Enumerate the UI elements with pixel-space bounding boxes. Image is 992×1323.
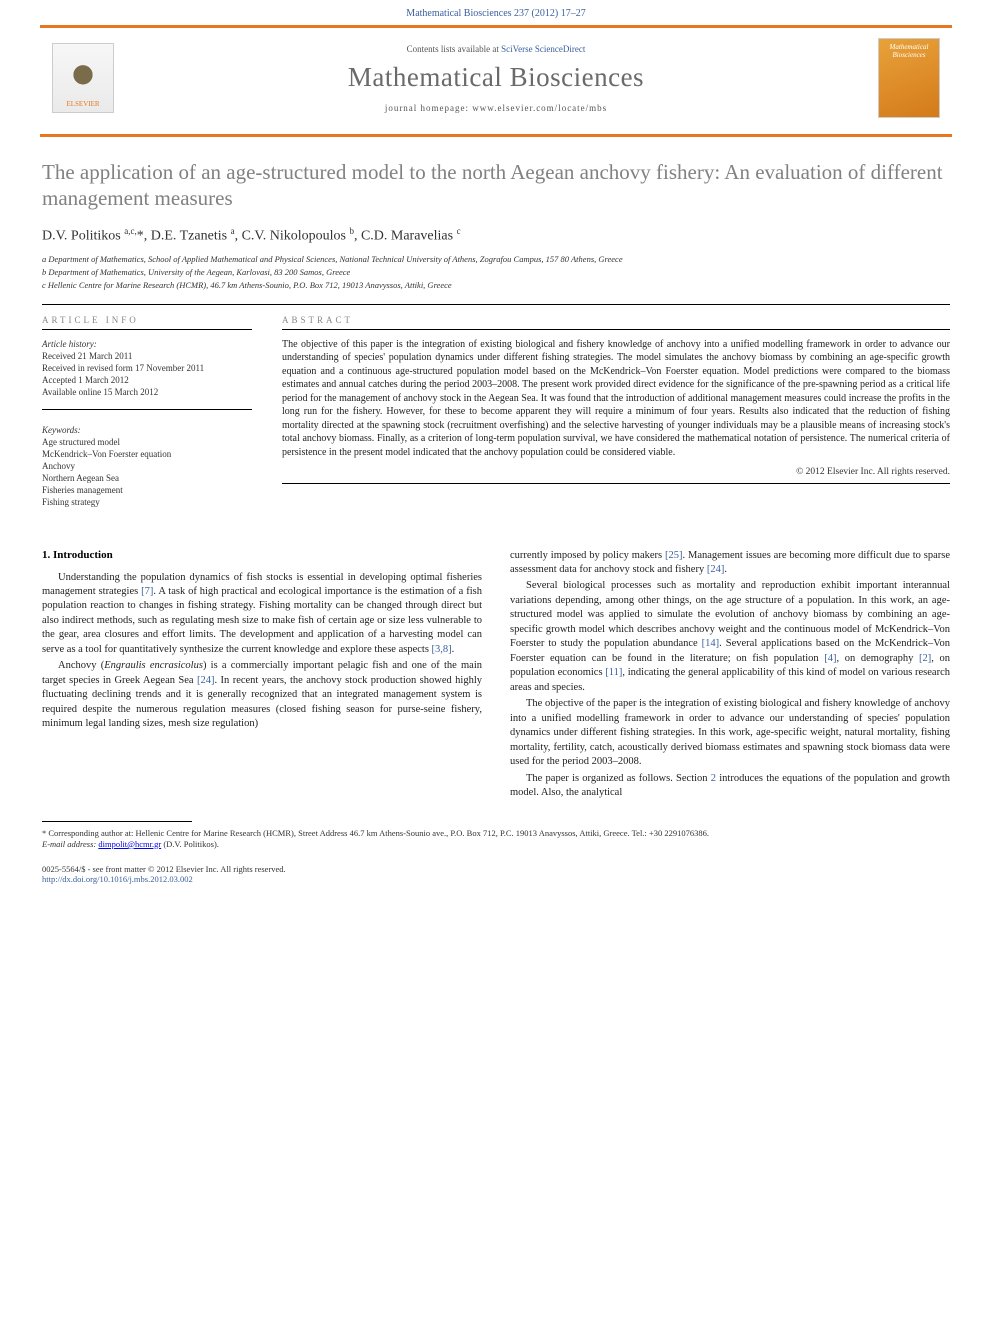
- publisher-logo-label: ELSEVIER: [66, 100, 99, 108]
- corresponding-author-note: * Corresponding author at: Hellenic Cent…: [42, 828, 950, 839]
- meta-abstract-row: ARTICLE INFO Article history: Received 2…: [42, 309, 950, 509]
- footnotes: * Corresponding author at: Hellenic Cent…: [0, 821, 992, 856]
- issn-line: 0025-5564/$ - see front matter © 2012 El…: [42, 864, 950, 874]
- history-received: Received 21 March 2011: [42, 350, 252, 362]
- publisher-logo: ELSEVIER: [52, 43, 114, 113]
- affiliations: a Department of Mathematics, School of A…: [42, 254, 950, 292]
- citation-link[interactable]: [14]: [702, 638, 720, 649]
- divider: [42, 304, 950, 305]
- section-heading: 1. Introduction: [42, 549, 482, 561]
- citation-link[interactable]: [7]: [141, 586, 153, 597]
- body-paragraph: The objective of the paper is the integr…: [510, 697, 950, 769]
- abstract-label: ABSTRACT: [282, 309, 950, 330]
- sciencedirect-link[interactable]: SciVerse ScienceDirect: [501, 44, 585, 54]
- divider: [42, 409, 252, 410]
- abstract-column: ABSTRACT The objective of this paper is …: [282, 309, 950, 509]
- body-paragraph: Anchovy (Engraulis encrasicolus) is a co…: [42, 659, 482, 731]
- keywords-block: Keywords: Age structured modelMcKendrick…: [42, 424, 252, 509]
- doi-link[interactable]: http://dx.doi.org/10.1016/j.mbs.2012.03.…: [42, 874, 193, 884]
- contents-prefix: Contents lists available at: [407, 44, 501, 54]
- page-footer: 0025-5564/$ - see front matter © 2012 El…: [0, 856, 992, 898]
- journal-cover-thumbnail: Mathematical Biosciences: [878, 38, 940, 118]
- body-paragraph: Several biological processes such as mor…: [510, 579, 950, 695]
- keyword-item: Fishing strategy: [42, 496, 252, 508]
- history-revised: Received in revised form 17 November 201…: [42, 362, 252, 374]
- body-column-left: 1. Introduction Understanding the popula…: [42, 549, 482, 803]
- email-label: E-mail address:: [42, 839, 98, 849]
- citation-link[interactable]: [4]: [824, 653, 836, 664]
- body-columns: 1. Introduction Understanding the popula…: [0, 549, 992, 803]
- affiliation-a: a Department of Mathematics, School of A…: [42, 254, 950, 266]
- journal-banner: ELSEVIER Contents lists available at Sci…: [40, 25, 952, 137]
- history-label: Article history:: [42, 338, 252, 350]
- section-link[interactable]: 2: [711, 773, 716, 784]
- citation-link[interactable]: [25]: [665, 550, 683, 561]
- journal-name: Mathematical Biosciences: [114, 62, 878, 93]
- article-title: The application of an age-structured mod…: [42, 159, 950, 212]
- cover-label: Mathematical Biosciences: [879, 43, 939, 59]
- email-author-suffix: (D.V. Politikos).: [161, 839, 219, 849]
- author-list: D.V. Politikos a,c,*, D.E. Tzanetis a, C…: [42, 226, 950, 245]
- citation-link[interactable]: [24]: [197, 675, 215, 686]
- article-history: Article history: Received 21 March 2011 …: [42, 338, 252, 399]
- body-column-right: currently imposed by policy makers [25].…: [510, 549, 950, 803]
- citation-link[interactable]: [3,8]: [432, 644, 452, 655]
- affiliation-c: c Hellenic Centre for Marine Research (H…: [42, 280, 950, 292]
- citation-link[interactable]: [24]: [707, 564, 725, 575]
- keyword-item: Anchovy: [42, 460, 252, 472]
- body-paragraph: The paper is organized as follows. Secti…: [510, 772, 950, 801]
- article-info-column: ARTICLE INFO Article history: Received 2…: [42, 309, 252, 509]
- article-frontmatter: The application of an age-structured mod…: [0, 137, 992, 519]
- keyword-item: Northern Aegean Sea: [42, 472, 252, 484]
- keyword-item: Fisheries management: [42, 484, 252, 496]
- history-accepted: Accepted 1 March 2012: [42, 374, 252, 386]
- homepage-line: journal homepage: www.elsevier.com/locat…: [114, 103, 878, 113]
- body-paragraph: Understanding the population dynamics of…: [42, 571, 482, 658]
- body-paragraph: currently imposed by policy makers [25].…: [510, 549, 950, 578]
- divider: [282, 483, 950, 484]
- running-head: Mathematical Biosciences 237 (2012) 17–2…: [0, 0, 992, 25]
- copyright-line: © 2012 Elsevier Inc. All rights reserved…: [282, 467, 950, 477]
- keywords-label: Keywords:: [42, 424, 252, 436]
- abstract-text: The objective of this paper is the integ…: [282, 338, 950, 460]
- citation-link[interactable]: [11]: [605, 667, 622, 678]
- affiliation-b: b Department of Mathematics, University …: [42, 267, 950, 279]
- tree-icon: [64, 58, 102, 100]
- author-email-link[interactable]: dimpolit@hcmr.gr: [98, 839, 161, 849]
- footnote-rule: [42, 821, 192, 822]
- email-line: E-mail address: dimpolit@hcmr.gr (D.V. P…: [42, 839, 950, 850]
- contents-line: Contents lists available at SciVerse Sci…: [114, 44, 878, 54]
- banner-center: Contents lists available at SciVerse Sci…: [114, 44, 878, 113]
- keyword-item: Age structured model: [42, 436, 252, 448]
- article-info-label: ARTICLE INFO: [42, 309, 252, 330]
- history-online: Available online 15 March 2012: [42, 386, 252, 398]
- keyword-item: McKendrick–Von Foerster equation: [42, 448, 252, 460]
- citation-link[interactable]: [2]: [919, 653, 931, 664]
